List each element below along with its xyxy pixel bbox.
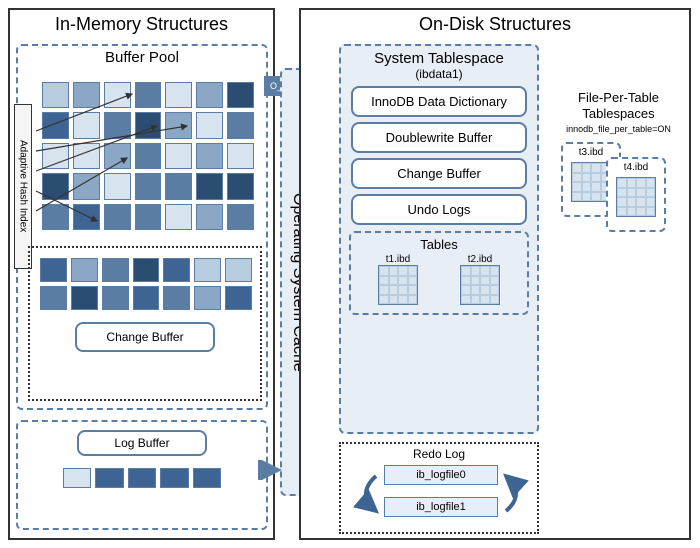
on-disk-title: On-Disk Structures	[301, 10, 689, 39]
change-buffer-page	[40, 286, 67, 310]
tablespace-items: InnoDB Data Dictionary Doublewrite Buffer…	[345, 86, 533, 225]
buffer-page	[227, 82, 254, 108]
buffer-page	[104, 82, 131, 108]
change-buffer-page	[163, 258, 190, 282]
change-buffer-page	[163, 286, 190, 310]
buffer-page	[42, 173, 69, 199]
buffer-page	[135, 173, 162, 199]
buffer-pool-title: Buffer Pool	[18, 46, 266, 69]
change-buffer-label: Change Buffer	[75, 322, 215, 352]
log-buffer-page	[128, 468, 156, 488]
change-buffer-page	[102, 286, 129, 310]
tablespace-item: Undo Logs	[351, 194, 527, 225]
tablespace-item: Change Buffer	[351, 158, 527, 189]
buffer-page	[104, 143, 131, 169]
buffer-page	[73, 173, 100, 199]
change-buffer-page	[194, 286, 221, 310]
change-buffer-box: Change Buffer	[28, 246, 262, 401]
buffer-page	[104, 204, 131, 230]
table-grid-icon	[616, 177, 656, 217]
fpt-title: File-Per-Table Tablespaces	[551, 90, 686, 121]
adaptive-hash-label: Adaptive Hash Index	[14, 104, 32, 269]
log-buffer-label: Log Buffer	[77, 430, 207, 456]
buffer-page	[104, 173, 131, 199]
buffer-page	[165, 143, 192, 169]
buffer-page	[196, 204, 223, 230]
buffer-page	[73, 112, 100, 138]
change-buffer-page	[225, 286, 252, 310]
change-buffer-page	[40, 258, 67, 282]
buffer-page	[227, 112, 254, 138]
buffer-page	[42, 143, 69, 169]
buffer-page	[42, 204, 69, 230]
logbuf-to-cache-arrow	[258, 460, 282, 480]
buffer-page	[42, 82, 69, 108]
buffer-page	[104, 112, 131, 138]
tables-title: Tables	[357, 237, 521, 252]
change-buffer-page	[133, 286, 160, 310]
buffer-page	[227, 204, 254, 230]
buffer-page	[165, 82, 192, 108]
change-buffer-page	[71, 286, 98, 310]
buffer-page	[42, 112, 69, 138]
in-memory-title: In-Memory Structures	[10, 10, 273, 39]
buffer-page	[196, 82, 223, 108]
file-t4: t4.ibd	[606, 157, 666, 232]
system-tablespace-subtitle: (ibdata1)	[345, 67, 533, 81]
buffer-pool-box: Buffer Pool Adaptive Hash Index Change B…	[16, 44, 268, 410]
change-buffer-page	[71, 258, 98, 282]
log-buffer-page	[63, 468, 91, 488]
on-disk-structures: On-Disk Structures System Tablespace (ib…	[299, 8, 691, 540]
change-buffer-page	[225, 258, 252, 282]
tablespace-item: Doublewrite Buffer	[351, 122, 527, 153]
in-memory-structures: In-Memory Structures Buffer Pool Adaptiv…	[8, 8, 275, 540]
change-buffer-page	[133, 258, 160, 282]
log-buffer-page	[95, 468, 123, 488]
file-per-table-box: File-Per-Table Tablespaces innodb_file_p…	[551, 90, 686, 232]
buffer-page	[227, 173, 254, 199]
buffer-page	[135, 82, 162, 108]
buffer-pool-grid	[36, 76, 260, 236]
table-grid-icon	[571, 162, 611, 202]
table-grid-icon	[460, 265, 500, 305]
redo-log-box: Redo Log ib_logfile0 ib_logfile1	[339, 442, 539, 534]
tablespace-item: InnoDB Data Dictionary	[351, 86, 527, 117]
buffer-page	[73, 143, 100, 169]
log-buffer-page	[160, 468, 188, 488]
table-t2: t2.ibd	[460, 254, 500, 305]
buffer-page	[165, 204, 192, 230]
buffer-page	[165, 173, 192, 199]
table-grid-icon	[378, 265, 418, 305]
table-t1: t1.ibd	[378, 254, 418, 305]
log-buffer-grid	[57, 462, 227, 494]
log-buffer-box: Log Buffer	[16, 420, 268, 530]
system-tablespace-title: System Tablespace	[345, 50, 533, 67]
change-buffer-page	[194, 258, 221, 282]
redo-log-title: Redo Log	[344, 447, 534, 461]
buffer-page	[227, 143, 254, 169]
system-tablespace-box: System Tablespace (ibdata1) InnoDB Data …	[339, 44, 539, 434]
buffer-page	[73, 82, 100, 108]
buffer-page	[135, 143, 162, 169]
log-buffer-page	[193, 468, 221, 488]
buffer-page	[73, 204, 100, 230]
buffer-page	[196, 173, 223, 199]
fpt-setting: innodb_file_per_table=ON	[551, 124, 686, 134]
buffer-page	[196, 143, 223, 169]
change-buffer-page	[102, 258, 129, 282]
buffer-page	[135, 112, 162, 138]
change-buffer-grid	[34, 252, 258, 316]
buffer-page	[165, 112, 192, 138]
tables-box: Tables t1.ibd t2.ibd	[349, 231, 529, 315]
buffer-page	[196, 112, 223, 138]
logfile1: ib_logfile1	[384, 497, 498, 517]
logfile0: ib_logfile0	[384, 465, 498, 485]
buffer-page	[135, 204, 162, 230]
